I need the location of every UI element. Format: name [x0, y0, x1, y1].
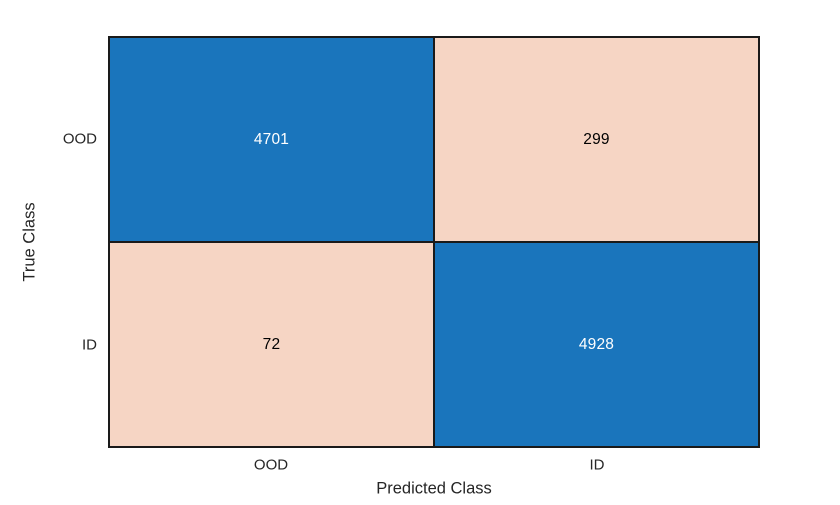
y-axis-label: True Class: [20, 202, 39, 282]
confusion-matrix-grid: 4701 299 72 4928: [108, 36, 760, 448]
cell-value: 72: [262, 335, 281, 353]
cell-true-id-pred-id: 4928: [434, 242, 759, 447]
x-tick-id: ID: [589, 456, 605, 474]
cell-true-id-pred-ood: 72: [109, 242, 434, 447]
cell-value: 299: [583, 130, 610, 148]
y-tick-id: ID: [82, 336, 97, 354]
cell-value: 4701: [253, 130, 290, 148]
cell-value: 4928: [578, 335, 615, 353]
cell-true-ood-pred-id: 299: [434, 37, 759, 242]
x-tick-ood: OOD: [253, 456, 289, 474]
x-axis-label: Predicted Class: [376, 479, 492, 498]
cell-true-ood-pred-ood: 4701: [109, 37, 434, 242]
y-tick-ood: OOD: [62, 130, 97, 148]
